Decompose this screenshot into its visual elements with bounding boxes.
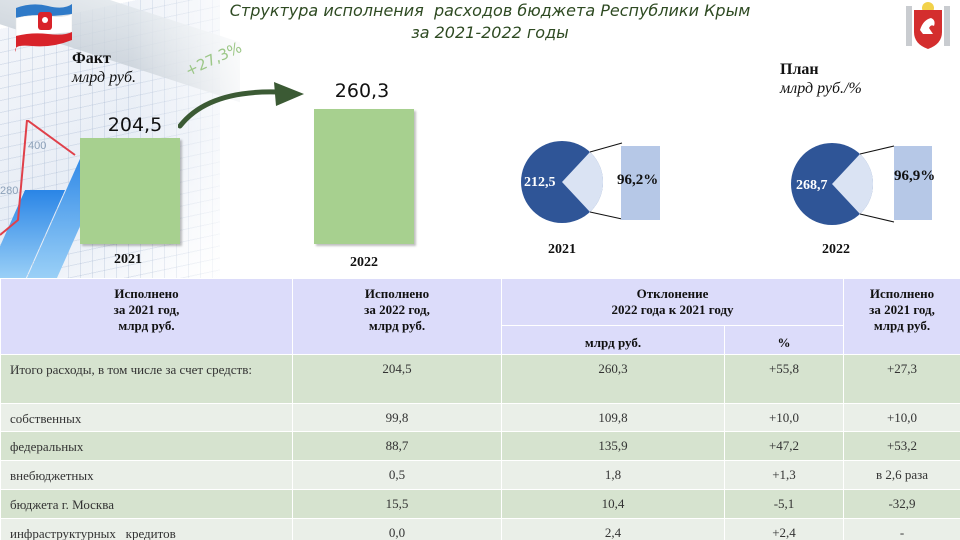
bar-2022 [314, 109, 414, 244]
row-name: внебюджетных [0, 460, 293, 490]
pie-chart-2022 [791, 143, 895, 225]
pie-year-2022: 2022 [822, 242, 850, 257]
row-2021: 15,5 [292, 489, 502, 519]
row-2021: 99,8 [292, 403, 502, 432]
row-name: инфраструктурных кредитов [0, 518, 293, 540]
row-dev-abs: -5,1 [724, 489, 844, 519]
growth-arrow-icon [178, 82, 304, 129]
row-2021: 204,5 [292, 354, 502, 404]
header-executed-2021-right: Исполнено за 2021 год, млрд руб. [843, 278, 960, 355]
header-executed-2022: Исполнено за 2022 год, млрд руб. [292, 278, 502, 355]
title-line-1: Структура исполнения расходов бюджета Ре… [229, 1, 751, 20]
header-executed-2021: Исполнено за 2021 год, млрд руб. [0, 278, 293, 355]
row-2022: 135,9 [501, 431, 725, 461]
table-row: Итого расходы, в том числе за счет средс… [0, 354, 960, 404]
row-dev-pct: -32,9 [843, 489, 960, 519]
table-row: федеральных 88,7 135,9 +47,2 +53,2 [0, 431, 960, 461]
bar-year-2021: 2021 [114, 252, 142, 267]
row-2021: 88,7 [292, 431, 502, 461]
row-name: Итого расходы, в том числе за счет средс… [0, 354, 293, 404]
execution-pct-2022: 96,9% [894, 168, 936, 184]
row-dev-pct: - [843, 518, 960, 540]
execution-bar-2021 [621, 146, 660, 220]
table-row: собственных 99,8 109,8 +10,0 +10,0 [0, 403, 960, 432]
row-dev-pct: +10,0 [843, 403, 960, 432]
plan-label: План млрд руб./% [780, 61, 862, 99]
row-dev-abs: +10,0 [724, 403, 844, 432]
header-deviation-abs: млрд руб. [501, 325, 725, 355]
row-dev-pct: +53,2 [843, 431, 960, 461]
crimea-coat-of-arms-icon [903, 2, 953, 50]
row-2022: 2,4 [501, 518, 725, 540]
row-2021: 0,5 [292, 460, 502, 490]
bar-year-2022: 2022 [350, 255, 378, 270]
bar-2021 [80, 138, 180, 244]
row-dev-pct: +27,3 [843, 354, 960, 404]
plan-value-2022: 268,7 [796, 178, 828, 193]
table-row: инфраструктурных кредитов 0,0 2,4 +2,4 - [0, 518, 960, 540]
row-name: бюджета г. Москва [0, 489, 293, 519]
header-deviation-pct: % [724, 325, 844, 355]
row-dev-abs: +55,8 [724, 354, 844, 404]
row-2022: 260,3 [501, 354, 725, 404]
execution-bar-2022 [894, 146, 932, 220]
page-title: Структура исполнения расходов бюджета Ре… [180, 0, 800, 44]
plan-unit: млрд руб./% [780, 80, 862, 97]
bar-value-2021: 204,5 [107, 114, 163, 136]
execution-pct-2021: 96,2% [617, 172, 659, 188]
fact-label: Факт млрд руб. [72, 50, 136, 88]
row-dev-abs: +1,3 [724, 460, 844, 490]
row-name: собственных [0, 403, 293, 432]
header-deviation: Отклонение 2022 года к 2021 году [501, 278, 844, 326]
plan-heading: План [780, 61, 819, 78]
title-line-2: за 2021-2022 годы [411, 23, 569, 42]
plan-value-2021: 212,5 [524, 175, 556, 190]
budget-execution-table: Исполнено за 2021 год, млрд руб. Исполне… [0, 278, 960, 540]
pie-chart-2021 [521, 141, 623, 223]
table-row: внебюджетных 0,5 1,8 +1,3 в 2,6 раза [0, 460, 960, 490]
table-row: бюджета г. Москва 15,5 10,4 -5,1 -32,9 [0, 489, 960, 519]
bar-value-2022: 260,3 [334, 80, 390, 102]
fact-heading: Факт [72, 50, 111, 67]
row-dev-abs: +47,2 [724, 431, 844, 461]
row-dev-pct: в 2,6 раза [843, 460, 960, 490]
row-name: федеральных [0, 431, 293, 461]
row-2022: 1,8 [501, 460, 725, 490]
row-dev-abs: +2,4 [724, 518, 844, 540]
row-2022: 10,4 [501, 489, 725, 519]
crimea-flag-icon [12, 2, 73, 54]
row-2022: 109,8 [501, 403, 725, 432]
pie-year-2021: 2021 [548, 242, 576, 257]
row-2021: 0,0 [292, 518, 502, 540]
fact-unit: млрд руб. [72, 69, 137, 86]
